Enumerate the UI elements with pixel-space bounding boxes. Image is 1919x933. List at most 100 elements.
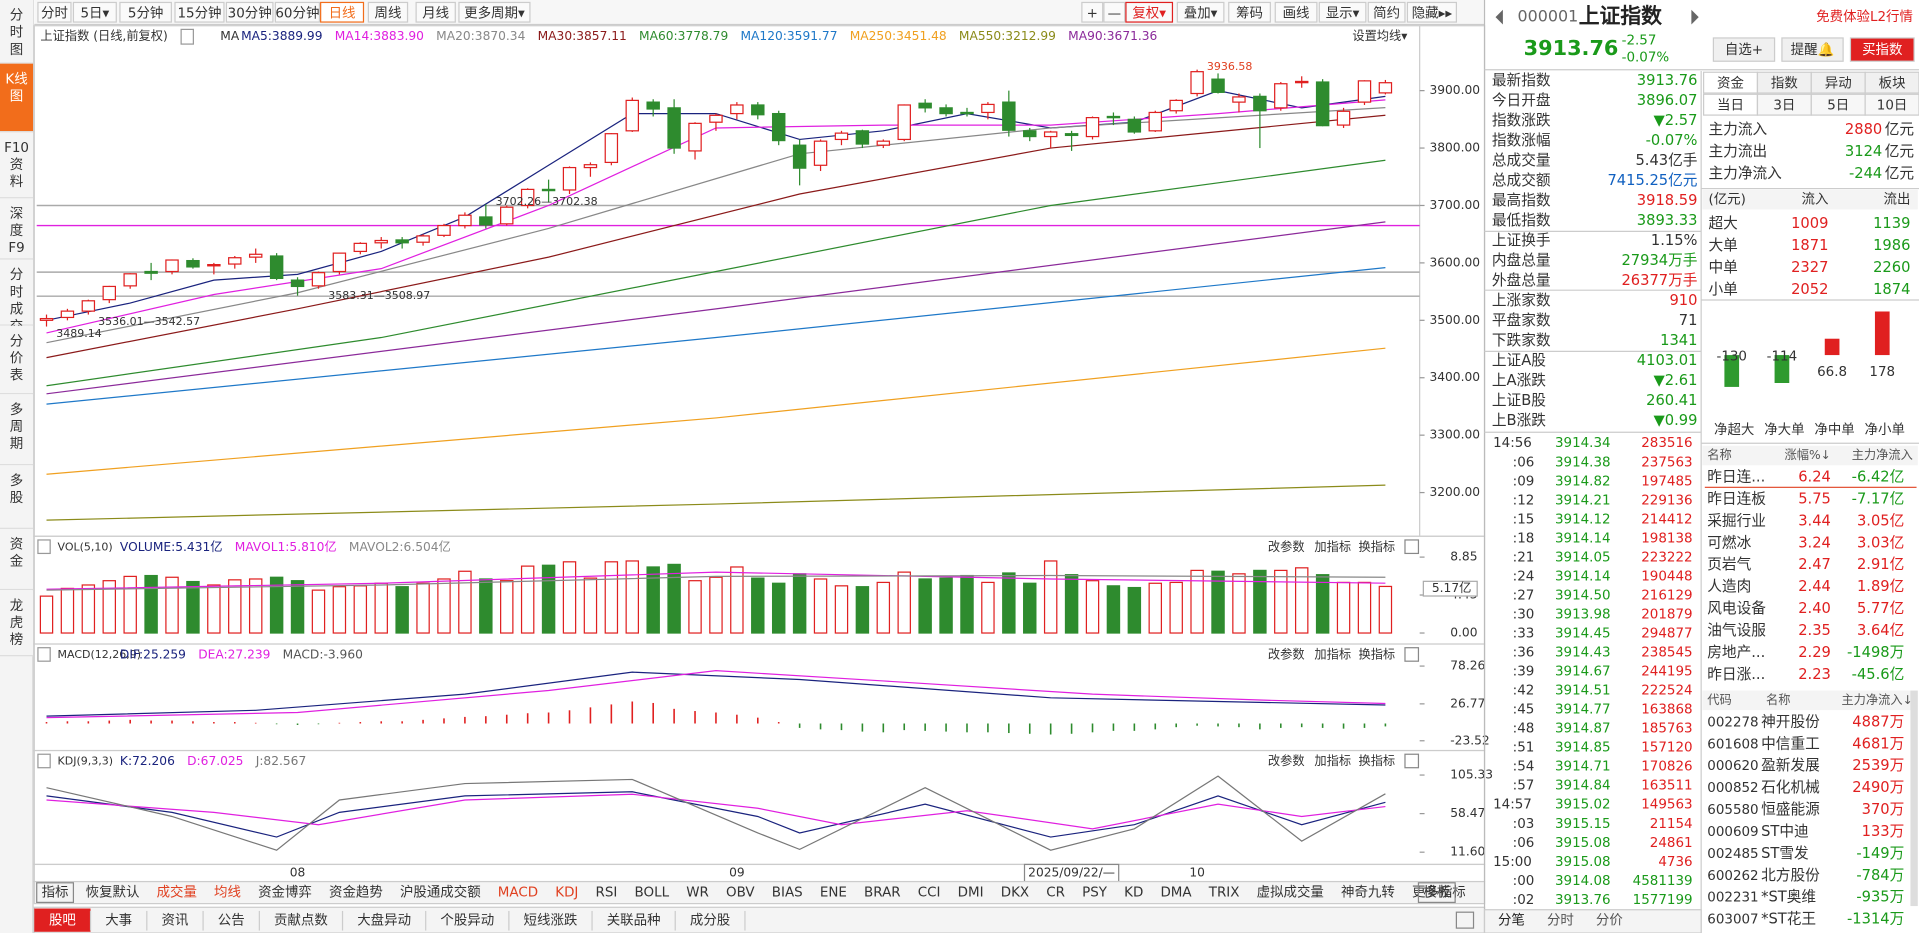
label[interactable]: -6.42亿 bbox=[1852, 469, 1905, 486]
panel-button[interactable]: 加指标 bbox=[1314, 539, 1351, 554]
tool-button-label[interactable]: 60分钟 bbox=[275, 4, 319, 21]
label[interactable]: 提醒🔔 bbox=[1791, 42, 1835, 58]
indicator-tab[interactable]: 模板 bbox=[1423, 885, 1450, 901]
label[interactable]: 当日 bbox=[1717, 97, 1744, 113]
tool-button-label[interactable]: 日线 bbox=[329, 5, 356, 21]
indicator-tab[interactable]: ENE bbox=[820, 886, 847, 901]
label[interactable]: 1.89亿 bbox=[1857, 578, 1904, 595]
label[interactable]: 可燃冰 bbox=[1707, 533, 1751, 551]
label[interactable]: 2.35 bbox=[1798, 622, 1831, 639]
indicator-tab[interactable]: TRIX bbox=[1208, 886, 1240, 901]
tool-button-label[interactable]: 画线 bbox=[1283, 5, 1310, 21]
tool-button-label[interactable]: 5日▾ bbox=[80, 6, 109, 21]
tool-button-label[interactable]: 月线 bbox=[422, 5, 449, 21]
label[interactable]: 自选+ bbox=[1725, 42, 1763, 58]
label[interactable]: *ST奥维 bbox=[1761, 889, 1816, 906]
indicator-tab[interactable]: OBV bbox=[726, 886, 755, 901]
indicator-tab[interactable]: KD bbox=[1124, 886, 1143, 901]
label[interactable]: 盈新发展 bbox=[1761, 757, 1820, 774]
indicator-tab[interactable]: DMI bbox=[958, 886, 984, 901]
tool-button-label[interactable]: 更多周期▾ bbox=[464, 4, 525, 21]
label[interactable]: 昨日连板 bbox=[1707, 489, 1766, 507]
next-arrow[interactable] bbox=[1691, 9, 1699, 25]
label[interactable]: ST中迪 bbox=[1761, 823, 1809, 840]
bottom-tab[interactable]: 个股异动 bbox=[440, 913, 494, 929]
label[interactable]: 昨日连... bbox=[1707, 469, 1765, 486]
detail-tab[interactable]: 分时 bbox=[1547, 913, 1574, 929]
label[interactable]: 6.24 bbox=[1798, 469, 1831, 486]
panel-button[interactable]: 改参数 bbox=[1268, 539, 1305, 554]
label[interactable]: 5日 bbox=[1827, 98, 1849, 113]
label[interactable]: -45.6亿 bbox=[1852, 666, 1905, 683]
label[interactable]: 10日 bbox=[1877, 98, 1908, 113]
tool-button-label[interactable]: 显示▾ bbox=[1326, 6, 1360, 21]
label[interactable]: 采掘行业 bbox=[1707, 512, 1766, 529]
side-tab[interactable]: 多周期 bbox=[0, 394, 34, 466]
detail-tab[interactable]: 分价 bbox=[1596, 913, 1623, 929]
label[interactable]: -1498万 bbox=[1847, 644, 1904, 661]
label[interactable]: 5.77亿 bbox=[1857, 600, 1904, 617]
label[interactable]: 2.40 bbox=[1798, 600, 1831, 617]
label[interactable]: 页岩气 bbox=[1707, 556, 1751, 573]
label[interactable]: 3日 bbox=[1773, 98, 1795, 113]
detail-tab[interactable]: 分笔 bbox=[1498, 913, 1525, 929]
label[interactable]: 资金 bbox=[1717, 75, 1744, 91]
indicator-tab[interactable]: DMA bbox=[1160, 886, 1192, 901]
side-tab[interactable]: 分时图 bbox=[0, 0, 34, 64]
side-tab[interactable]: 深度F9 bbox=[0, 198, 34, 260]
label[interactable]: *ST花王 bbox=[1761, 911, 1816, 928]
indicator-tab[interactable]: BIAS bbox=[772, 886, 803, 901]
label[interactable]: 3.05亿 bbox=[1857, 512, 1904, 529]
tool-button-label[interactable]: 隐藏▸▸ bbox=[1412, 5, 1453, 21]
side-tab[interactable]: 龙虎榜 bbox=[0, 590, 34, 657]
label[interactable]: 3.24 bbox=[1798, 534, 1831, 551]
side-tab[interactable]: 多股 bbox=[0, 465, 34, 529]
tool-button-label[interactable]: 筹码 bbox=[1236, 4, 1263, 21]
panel-button[interactable]: 换指标 bbox=[1358, 647, 1395, 662]
label[interactable]: 2.29 bbox=[1798, 644, 1831, 661]
label[interactable]: 人造肉 bbox=[1707, 578, 1751, 595]
label[interactable]: 2.47 bbox=[1798, 556, 1831, 573]
label[interactable]: 3.64亿 bbox=[1857, 622, 1904, 639]
side-tab[interactable]: F10资料 bbox=[0, 132, 34, 199]
label[interactable]: 买指数 bbox=[1862, 42, 1903, 58]
bottom-tab[interactable]: 贡献点数 bbox=[274, 913, 328, 929]
label[interactable]: 3.03亿 bbox=[1857, 534, 1904, 551]
bottom-tab[interactable]: 大事 bbox=[105, 913, 132, 929]
side-tab[interactable]: 分价表 bbox=[0, 325, 34, 395]
side-tab[interactable]: K线图 bbox=[0, 63, 34, 133]
tool-button-label[interactable]: 周线 bbox=[375, 5, 402, 21]
panel-button[interactable]: 改参数 bbox=[1268, 753, 1305, 768]
tool-button-label[interactable]: + bbox=[1087, 6, 1098, 21]
bottom-tab[interactable]: 资讯 bbox=[161, 913, 188, 929]
promo-link[interactable]: 免费体验L2行情 bbox=[1816, 9, 1913, 25]
indicator-tab[interactable]: 资金博弈 bbox=[258, 884, 312, 901]
label[interactable]: 风电设备 bbox=[1707, 600, 1766, 617]
label[interactable]: -7.17亿 bbox=[1852, 490, 1905, 507]
bottom-tab[interactable]: 短线涨跌 bbox=[524, 913, 578, 929]
settings-button[interactable]: 设置均线▾ bbox=[1352, 29, 1408, 43]
indicator-tab[interactable]: BRAR bbox=[864, 886, 901, 901]
label[interactable]: 3.44 bbox=[1798, 512, 1831, 529]
panel-button[interactable]: 换指标 bbox=[1358, 753, 1395, 768]
label[interactable]: 北方股份 bbox=[1761, 867, 1820, 884]
bottom-tab[interactable]: 公告 bbox=[218, 913, 245, 929]
label[interactable]: 异动 bbox=[1825, 75, 1852, 91]
panel-button[interactable]: 换指标 bbox=[1358, 539, 1395, 554]
label[interactable]: ST雪发 bbox=[1761, 845, 1809, 862]
indicator-tab[interactable]: CCI bbox=[918, 886, 941, 901]
panel-button[interactable]: 加指标 bbox=[1314, 753, 1351, 768]
panel-button[interactable]: 改参数 bbox=[1268, 647, 1305, 662]
label[interactable]: 2.91亿 bbox=[1857, 556, 1904, 573]
indicator-tab[interactable]: 成交量 bbox=[157, 884, 197, 901]
indicator-tab[interactable]: CR bbox=[1046, 886, 1065, 901]
label[interactable]: 板块 bbox=[1879, 75, 1906, 91]
label[interactable]: 神开股份 bbox=[1761, 713, 1820, 730]
label[interactable]: 房地产... bbox=[1707, 644, 1765, 661]
label[interactable]: 2.23 bbox=[1798, 666, 1831, 683]
indicator-tab[interactable]: 更多指标 bbox=[1412, 884, 1466, 901]
tool-button-label[interactable]: 分时 bbox=[41, 5, 68, 21]
indicator-tab[interactable]: BOLL bbox=[635, 886, 670, 901]
indicator-tab[interactable]: 均线 bbox=[214, 885, 241, 901]
bottom-tab[interactable]: 大盘异动 bbox=[357, 912, 411, 929]
